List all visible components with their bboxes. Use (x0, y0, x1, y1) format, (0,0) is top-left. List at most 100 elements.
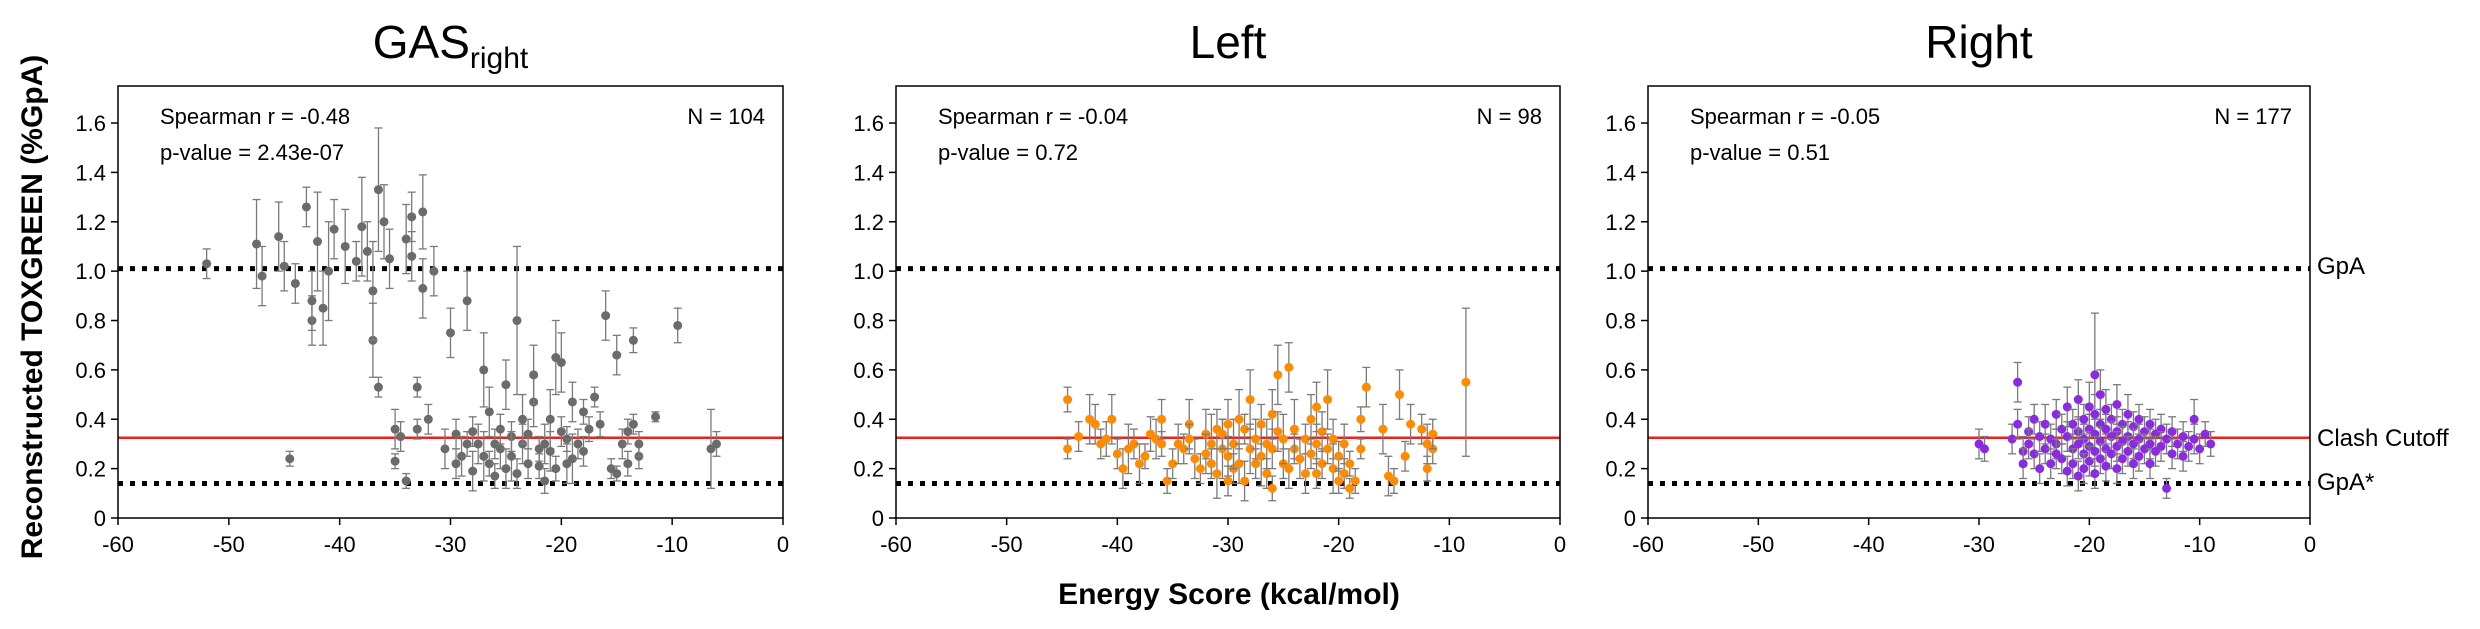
ref-label-gpa: GpA (2317, 253, 2365, 280)
data-marker (1312, 402, 1322, 412)
data-point (601, 290, 611, 341)
data-point (1096, 428, 1106, 460)
x-tick-label: -10 (2184, 532, 2216, 557)
data-marker (1251, 459, 1261, 469)
data-point (1223, 398, 1233, 450)
data-marker (1323, 444, 1333, 454)
data-marker (2035, 432, 2045, 442)
data-marker (2189, 414, 2199, 424)
data-marker (2167, 427, 2177, 437)
data-marker (1234, 414, 1244, 424)
data-point (290, 263, 300, 304)
data-point (329, 198, 339, 260)
data-point (357, 176, 367, 277)
y-tick-label: 1.2 (75, 210, 106, 235)
data-point (1168, 448, 1178, 480)
data-marker (617, 439, 627, 449)
data-point (501, 359, 511, 411)
data-point (2007, 423, 2017, 455)
data-marker (628, 335, 638, 345)
data-marker (2162, 483, 2172, 493)
y-tick-label: 1.0 (1605, 259, 1636, 284)
x-tick-label: 0 (1554, 532, 1566, 557)
data-point (1229, 418, 1239, 470)
data-point (390, 453, 400, 470)
data-marker (567, 454, 577, 464)
x-tick-label: -40 (324, 532, 356, 557)
y-tick-label: 1.0 (853, 259, 884, 284)
data-point (1173, 423, 1183, 465)
data-marker (2007, 434, 2017, 444)
data-marker (1422, 464, 1432, 474)
chart-title-main: Right (1925, 16, 2033, 68)
data-marker (1267, 409, 1277, 419)
data-marker (2084, 456, 2094, 466)
pvalue-label: p-value = 2.43e-07 (160, 140, 344, 165)
data-point (540, 467, 550, 494)
data-point (2117, 443, 2127, 475)
data-point (418, 258, 428, 319)
data-point (2184, 430, 2194, 462)
data-marker (1118, 464, 1128, 474)
data-marker (1112, 449, 1122, 459)
data-point (1206, 448, 1216, 480)
data-point (446, 307, 455, 359)
data-marker (2195, 444, 2205, 454)
data-point (2013, 361, 2023, 403)
data-point (1123, 423, 1133, 475)
y-tick-label: 1.6 (1605, 111, 1636, 136)
n-label: N = 177 (2214, 104, 2292, 129)
data-marker (429, 266, 439, 276)
data-marker (2178, 451, 2188, 461)
data-marker (1289, 424, 1299, 434)
y-tick-label: 1.2 (1605, 210, 1636, 235)
data-point (551, 319, 561, 396)
data-point (257, 245, 267, 307)
data-point (1267, 475, 1277, 502)
data-marker (634, 439, 644, 449)
y-tick-label: 1.4 (75, 160, 106, 185)
data-marker (1395, 390, 1405, 400)
data-marker (623, 459, 633, 469)
data-point (1118, 448, 1128, 490)
x-tick-label: -40 (1101, 532, 1133, 557)
data-marker (457, 451, 467, 461)
chart-panel-1: GASright 0 0.2 0.4 0.6 0.8 1.0 1.2 1.4 1.6 -60 -50 -… (75, 16, 789, 557)
plot-frame (895, 85, 1561, 519)
data-marker (2101, 424, 2111, 434)
data-marker (2134, 451, 2144, 461)
data-marker (468, 466, 478, 476)
y-tick-label: 0.6 (75, 358, 106, 383)
data-marker (1140, 451, 1150, 461)
data-marker (1295, 454, 1305, 464)
data-marker (1074, 432, 1084, 442)
data-marker (1229, 439, 1239, 449)
data-point (473, 423, 483, 465)
data-point (490, 463, 500, 490)
data-marker (523, 429, 533, 439)
data-marker (2079, 414, 2089, 424)
data-point (373, 127, 383, 253)
spearman-label: Spearman r = -0.48 (160, 104, 350, 129)
x-tick-label: -60 (102, 532, 134, 557)
data-marker (2073, 395, 2083, 405)
data-marker (1245, 395, 1255, 405)
data-marker (2173, 439, 2183, 449)
data-point (1107, 393, 1117, 445)
spearman-label: Spearman r = -0.05 (1690, 104, 1880, 129)
chart-panel-3: Right 0 0.2 0.4 0.6 0.8 1.0 1.2 1.4 1.6 -60 -50 -40 -… (1605, 16, 2316, 557)
data-point (368, 240, 378, 341)
data-point (1184, 423, 1194, 455)
data-point (351, 240, 361, 282)
data-marker (1195, 464, 1205, 474)
data-marker (628, 419, 638, 429)
data-marker (1129, 439, 1139, 449)
data-point (556, 416, 566, 448)
data-point (2162, 477, 2172, 499)
data-point (1980, 435, 1990, 462)
data-point (651, 411, 661, 423)
data-marker (2123, 409, 2133, 419)
x-tick-label: -30 (1212, 532, 1244, 557)
data-point (2035, 453, 2045, 485)
data-marker (1334, 476, 1344, 486)
